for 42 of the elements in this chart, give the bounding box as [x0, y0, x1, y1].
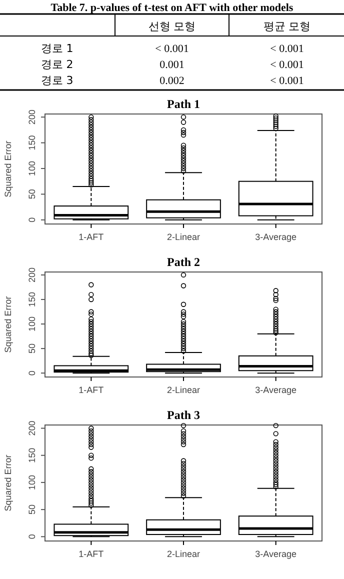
text: 평균 모형 — [263, 20, 311, 33]
x-tick-label: 2-Linear — [166, 232, 200, 242]
chart-title: Path 2 — [167, 255, 200, 269]
x-tick-label: 1-AFT — [78, 232, 104, 242]
x-tick-label: 3-Average — [255, 232, 297, 242]
y-tick-label: 50 — [27, 504, 37, 515]
y-tick-label: 0 — [27, 370, 37, 376]
text: < 0.001 — [155, 43, 189, 55]
y-axis-title: Squared Error — [3, 140, 13, 198]
text: 경로 2 — [40, 58, 74, 71]
y-axis-title: Squared Error — [3, 454, 13, 512]
x-tick-label: 3-Average — [255, 385, 297, 395]
x-tick-label: 3-Average — [255, 549, 297, 559]
x-tick-label: 2-Linear — [166, 385, 200, 395]
y-tick-label: 200 — [27, 420, 37, 436]
y-tick-label: 50 — [27, 344, 37, 354]
y-tick-label: 0 — [27, 217, 37, 222]
text: 선형 모형 — [148, 20, 196, 33]
y-tick-label: 200 — [27, 110, 37, 125]
text: < 0.001 — [270, 43, 304, 55]
y-axis-title: Squared Error — [3, 296, 13, 353]
x-tick-label: 1-AFT — [78, 549, 104, 559]
y-tick-label: 200 — [27, 267, 37, 282]
text: < 0.001 — [270, 75, 304, 87]
y-tick-label: 50 — [27, 189, 37, 200]
y-tick-label: 150 — [27, 448, 37, 463]
chart-title: Path 3 — [167, 408, 200, 422]
x-tick-label: 2-Linear — [166, 549, 200, 559]
chart-title: Path 1 — [167, 97, 200, 111]
y-tick-label: 100 — [27, 474, 37, 490]
y-tick-label: 100 — [27, 160, 37, 176]
y-tick-label: 150 — [27, 292, 37, 307]
x-tick-label: 1-AFT — [78, 385, 104, 395]
text: 경로 3 — [40, 74, 74, 87]
text: 0.001 — [160, 59, 184, 71]
text: < 0.001 — [270, 59, 304, 71]
y-tick-label: 0 — [27, 534, 37, 540]
text: 0.002 — [160, 75, 184, 87]
y-tick-label: 150 — [27, 135, 37, 150]
text: Table 7. p-values of t-test on AFT with other models — [50, 2, 294, 14]
text: 경로 1 — [40, 42, 74, 55]
y-tick-label: 100 — [27, 316, 37, 332]
